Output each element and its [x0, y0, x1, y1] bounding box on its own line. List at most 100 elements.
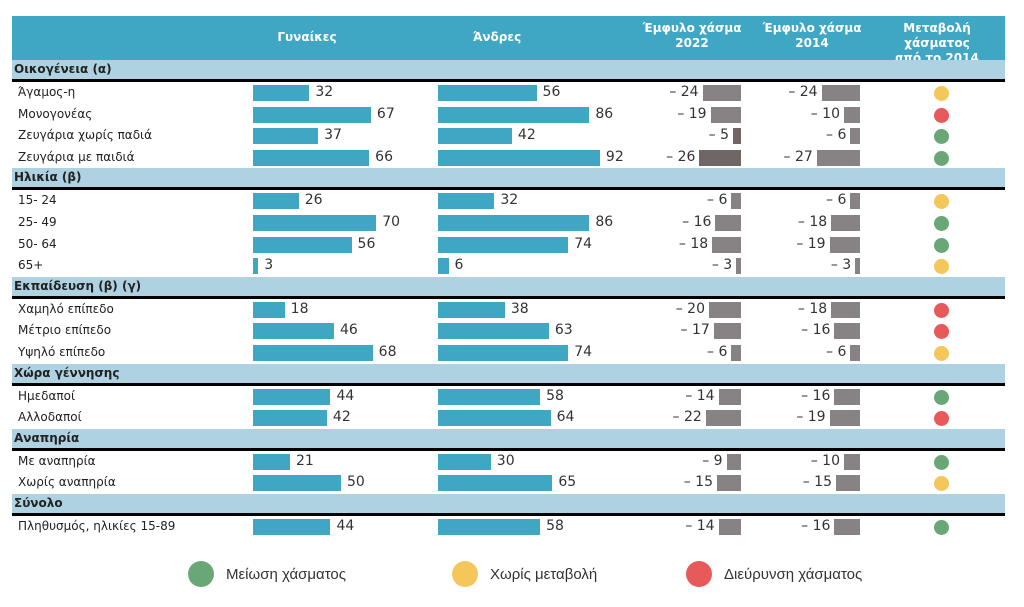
- gap-2022-value: – 18: [678, 235, 709, 252]
- women-bar: [253, 453, 290, 470]
- men-value: 64: [556, 409, 575, 426]
- men-bar: [438, 236, 569, 253]
- gap-2014-bar: [836, 475, 860, 492]
- gap-2014-value: – 18: [797, 300, 828, 317]
- gap-2022-value: – 22: [672, 409, 702, 426]
- row-label: 15- 24: [18, 193, 57, 208]
- gap-2022-value: – 14: [685, 387, 715, 404]
- gap-2014-value: – 15: [802, 474, 832, 491]
- header-gap-2022-line2: 2022: [675, 36, 709, 50]
- change-indicator-increase: [934, 302, 949, 318]
- gap-2022-bar: [712, 236, 741, 253]
- gap-2014-value: – 10: [810, 105, 840, 122]
- gap-2014-bar: [831, 301, 860, 318]
- gap-2022-value: – 17: [680, 322, 710, 339]
- section-header: Χώρα γέννησης: [12, 363, 1005, 386]
- legend-label: Χωρίς μεταβολή: [490, 565, 598, 583]
- gap-2014-value: – 18: [797, 213, 828, 230]
- women-value: 56: [357, 235, 376, 252]
- gap-2022-value: – 3: [711, 257, 733, 274]
- men-value: 74: [574, 235, 593, 252]
- row-label: Ημεδαποί: [18, 388, 76, 403]
- gap-2014-bar: [855, 258, 860, 275]
- change-indicator-no_change: [934, 194, 949, 210]
- header-gap-2014: Έμφυλο χάσμα 2014: [752, 21, 872, 51]
- men-bar: [438, 518, 541, 535]
- women-value: 67: [376, 105, 395, 122]
- men-bar: [438, 344, 569, 361]
- gap-2014-value: – 19: [796, 235, 826, 252]
- gap-2014-bar: [821, 85, 860, 101]
- header-women: Γυναίκες: [277, 30, 337, 44]
- women-value: 70: [382, 213, 401, 230]
- gap-2022-value: – 19: [677, 105, 707, 122]
- women-bar: [253, 214, 377, 231]
- men-bar: [438, 258, 449, 275]
- women-value: 26: [304, 192, 323, 209]
- gap-2014-value: – 6: [826, 343, 847, 360]
- gap-2022-bar: [713, 323, 741, 340]
- gap-2014-bar: [850, 344, 860, 361]
- change-indicator-no_change: [934, 86, 949, 101]
- men-value: 63: [554, 322, 573, 339]
- men-bar: [438, 106, 590, 123]
- row-label: Ζευγάρια με παιδιά: [18, 149, 135, 164]
- men-bar: [438, 193, 495, 210]
- gap-2022-value: – 16: [682, 213, 712, 230]
- change-indicator-decrease: [934, 519, 949, 535]
- women-bar: [253, 344, 373, 361]
- gap-2014-bar: [834, 323, 860, 340]
- gap-2014-bar: [850, 128, 860, 145]
- gap-2022-bar: [717, 475, 741, 492]
- gap-2014-value: – 16: [801, 517, 831, 534]
- women-value: 3: [264, 257, 274, 274]
- row-label: 50- 64: [18, 236, 57, 251]
- table-row: 25- 49 70 86 – 16 – 18: [12, 212, 1005, 234]
- women-bar: [253, 193, 299, 210]
- row-label: Χωρίς αναπηρία: [18, 475, 116, 490]
- gap-2014-value: – 6: [826, 192, 847, 209]
- table-row: Αλλοδαποί 42 64 – 22 – 19: [12, 407, 1005, 429]
- section-header: Σύνολο: [12, 493, 1005, 516]
- women-bar: [253, 518, 331, 535]
- women-bar: [253, 475, 341, 492]
- legend-dot-decrease: [188, 561, 214, 587]
- gap-2022-value: – 6: [707, 343, 728, 360]
- gap-2022-value: – 5: [708, 127, 729, 144]
- table-row: Μέτριο επίπεδο 46 63 – 17 – 16: [12, 320, 1005, 342]
- men-value: 32: [500, 192, 519, 209]
- table-header: Γυναίκες Άνδρες Έμφυλο χάσμα 2022 Έμφυλο…: [12, 16, 1005, 65]
- men-value: 65: [558, 474, 577, 491]
- table-body: Οικογένεια (α) Άγαμος-η 32 56 – 24 – 24 Μονογο…: [12, 60, 1005, 538]
- gap-2022-value: – 24: [669, 84, 699, 100]
- change-indicator-no_change: [934, 259, 949, 275]
- header-change-line1: Μεταβολή χάσματος: [903, 21, 971, 50]
- gap-2014-bar: [844, 453, 860, 470]
- men-bar: [438, 214, 590, 231]
- legend-label: Μείωση χάσματος: [226, 565, 346, 583]
- row-label: Άγαμος-η: [18, 85, 76, 99]
- legend-item: Χωρίς μεταβολή: [452, 561, 597, 587]
- gap-2014-value: – 24: [788, 84, 818, 100]
- row-label: Πληθυσμός, ηλικίες 15-89: [18, 518, 176, 533]
- men-bar: [438, 149, 600, 166]
- gap-2022-value: – 9: [702, 452, 723, 469]
- men-value: 74: [574, 343, 593, 360]
- header-men: Άνδρες: [472, 30, 522, 44]
- gender-gap-table: Γυναίκες Άνδρες Έμφυλο χάσμα 2022 Έμφυλο…: [12, 16, 1005, 538]
- gap-2022-bar: [736, 258, 741, 275]
- change-indicator-increase: [934, 324, 949, 340]
- row-label: Υψηλό επίπεδο: [18, 344, 106, 359]
- women-value: 68: [378, 343, 397, 360]
- row-label: Μέτριο επίπεδο: [18, 323, 112, 338]
- gap-2022-bar: [718, 518, 741, 535]
- header-gap-2022-line1: Έμφυλο χάσμα: [642, 21, 742, 35]
- men-value: 42: [517, 127, 536, 144]
- gap-2014-value: – 16: [801, 322, 831, 339]
- table-row: Πληθυσμός, ηλικίες 15-89 44 58 – 14 – 16: [12, 516, 1005, 538]
- change-indicator-decrease: [934, 129, 949, 145]
- men-bar: [438, 323, 549, 340]
- gap-2022-bar: [702, 85, 741, 101]
- row-label: 65+: [18, 258, 44, 273]
- gap-2022-bar: [709, 301, 741, 318]
